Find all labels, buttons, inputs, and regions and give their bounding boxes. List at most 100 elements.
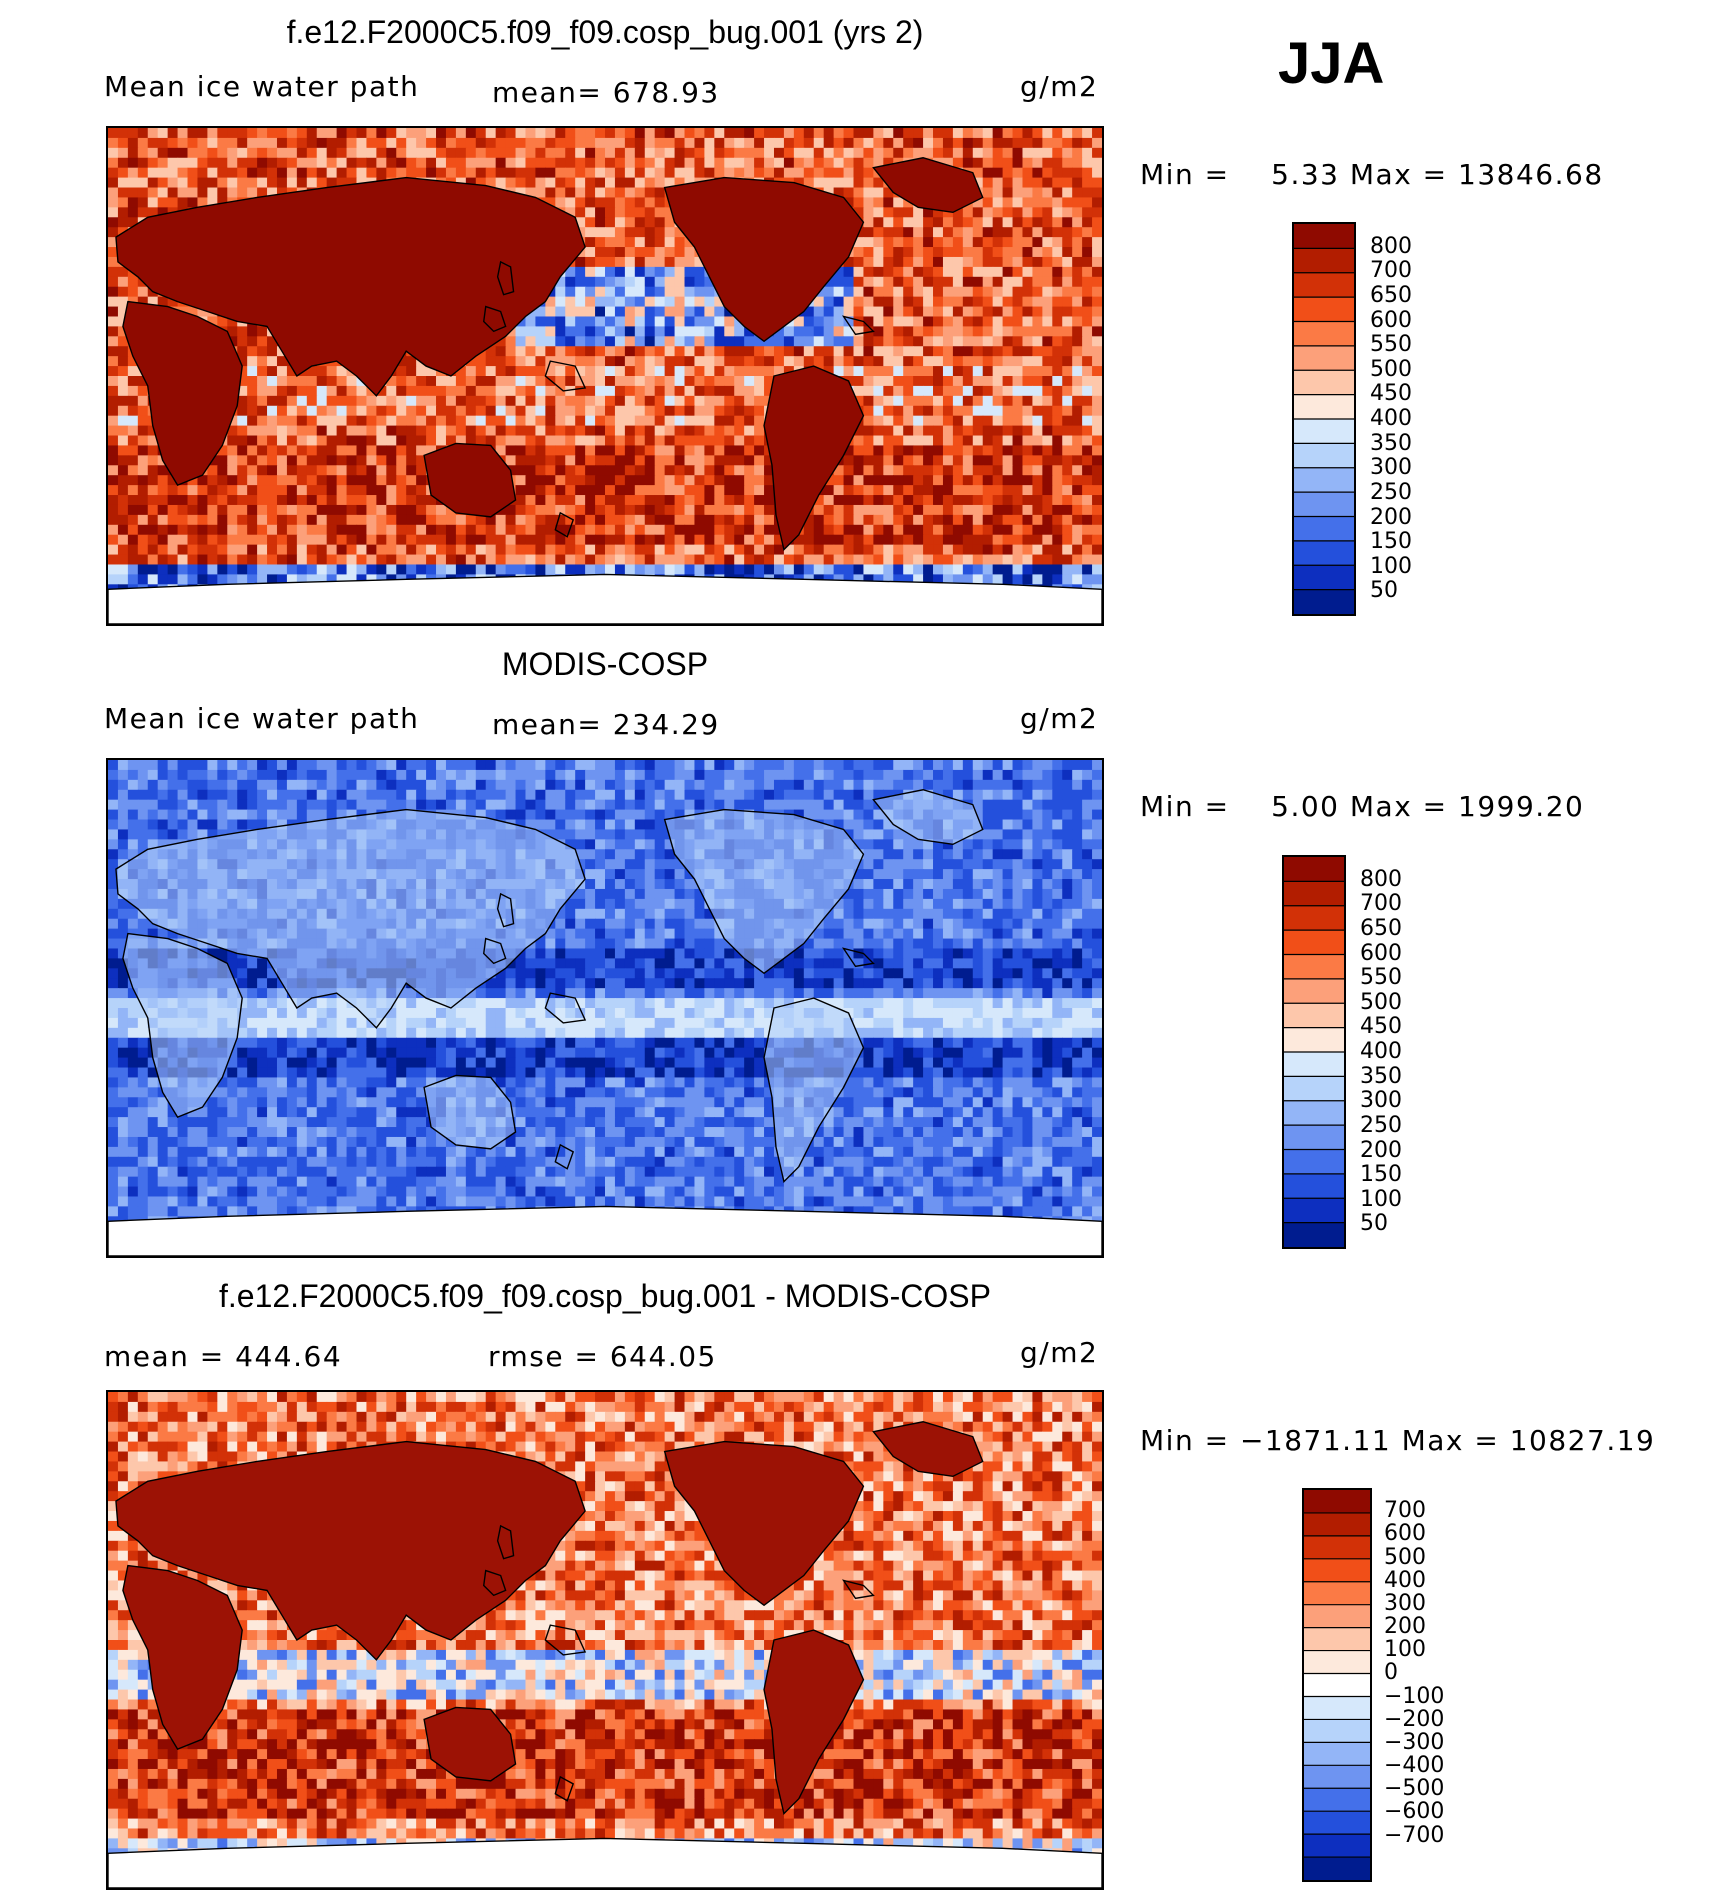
colorbar-tick-label: 50	[1370, 580, 1398, 602]
colorbar-tick-label: 150	[1360, 1164, 1402, 1186]
colorbar-box	[1304, 1811, 1370, 1834]
colorbar-box	[1294, 370, 1354, 395]
panel-title: MODIS-COSP	[110, 646, 1100, 683]
colorbar-box	[1294, 517, 1354, 542]
colorbar-box	[1304, 1490, 1370, 1513]
colorbar-box	[1294, 395, 1354, 420]
season-label: JJA	[1278, 30, 1384, 97]
min-max-label: Min = 5.00 Max = 1999.20	[1140, 790, 1584, 823]
colorbar-tick-label: 650	[1370, 285, 1412, 307]
colorbar-box	[1294, 492, 1354, 517]
colorbar-tick-label: 700	[1360, 893, 1402, 915]
colorbar-tick-label: −700	[1384, 1825, 1444, 1847]
colorbar-tick-label: 300	[1360, 1090, 1402, 1112]
colorbar-tick-label: 100	[1360, 1189, 1402, 1211]
colorbar-box	[1284, 1003, 1344, 1028]
colorbar-tick-label: 250	[1360, 1115, 1402, 1137]
min-max-label: Min = −1871.11 Max = 10827.19	[1140, 1424, 1655, 1457]
colorbar-tick-label: 100	[1384, 1639, 1426, 1661]
colorbar-tick-label: 500	[1370, 359, 1412, 381]
units-label: g/m2	[1020, 1336, 1098, 1369]
colorbar-box	[1284, 881, 1344, 906]
colorbar-box	[1294, 590, 1354, 614]
colorbar-box	[1304, 1582, 1370, 1605]
units-label: g/m2	[1020, 702, 1098, 735]
world-map	[106, 758, 1104, 1258]
colorbar-box	[1304, 1719, 1370, 1742]
colorbar-box	[1294, 322, 1354, 347]
mean-label: mean = 444.64	[104, 1340, 342, 1373]
colorbar-box	[1304, 1788, 1370, 1811]
colorbar-tick-label: 550	[1360, 967, 1402, 989]
colorbar	[1282, 855, 1346, 1249]
colorbar-box	[1284, 1174, 1344, 1199]
colorbar-tick-label: 400	[1384, 1570, 1426, 1592]
colorbar-tick-label: 700	[1370, 260, 1412, 282]
units-label: g/m2	[1020, 70, 1098, 103]
colorbar-tick-label: 800	[1370, 236, 1412, 258]
colorbar-box	[1294, 273, 1354, 298]
colorbar-box	[1284, 979, 1344, 1004]
colorbar-tick-label: 150	[1370, 531, 1412, 553]
colorbar-tick-label: 400	[1360, 1041, 1402, 1063]
colorbar-box	[1294, 419, 1354, 444]
colorbar-box	[1294, 346, 1354, 371]
colorbar-box	[1284, 1125, 1344, 1150]
colorbar-box	[1284, 1150, 1344, 1175]
colorbar-box	[1304, 1674, 1370, 1697]
colorbar-tick-label: −300	[1384, 1732, 1444, 1754]
colorbar-box	[1294, 565, 1354, 590]
colorbar	[1302, 1488, 1372, 1882]
rmse-label: rmse = 644.05	[488, 1340, 717, 1373]
colorbar-tick-label: 200	[1384, 1616, 1426, 1638]
colorbar-box	[1284, 1223, 1344, 1247]
min-max-label: Min = 5.33 Max = 13846.68	[1140, 158, 1604, 191]
colorbar-box	[1284, 1052, 1344, 1077]
colorbar-box	[1294, 224, 1354, 249]
colorbar-box	[1284, 1076, 1344, 1101]
colorbar-box	[1284, 930, 1344, 955]
mean-label: mean= 678.93	[492, 76, 720, 109]
panel-title: f.e12.F2000C5.f09_f09.cosp_bug.001 - MOD…	[110, 1278, 1100, 1315]
colorbar-box	[1294, 541, 1354, 566]
colorbar-box	[1304, 1857, 1370, 1880]
variable-label: Mean ice water path	[104, 702, 419, 735]
colorbar-box	[1304, 1834, 1370, 1857]
colorbar-tick-label: 0	[1384, 1662, 1398, 1684]
colorbar-box	[1294, 297, 1354, 322]
colorbar-tick-label: 600	[1370, 310, 1412, 332]
world-map	[106, 126, 1104, 626]
colorbar-tick-label: 450	[1360, 1016, 1402, 1038]
colorbar-box	[1284, 906, 1344, 931]
colorbar-tick-label: 550	[1370, 334, 1412, 356]
colorbar-tick-label: 350	[1370, 433, 1412, 455]
colorbar-tick-label: 400	[1370, 408, 1412, 430]
map-field	[108, 1392, 1102, 1888]
colorbar-box	[1304, 1536, 1370, 1559]
map-field	[108, 128, 1102, 624]
colorbar-box	[1284, 1101, 1344, 1126]
colorbar-tick-label: −100	[1384, 1686, 1444, 1708]
world-map	[106, 1390, 1104, 1890]
panel-title: f.e12.F2000C5.f09_f09.cosp_bug.001 (yrs …	[110, 14, 1100, 51]
colorbar-box	[1284, 857, 1344, 882]
colorbar-box	[1304, 1696, 1370, 1719]
mean-label: mean= 234.29	[492, 708, 720, 741]
colorbar-box	[1294, 248, 1354, 273]
colorbar-tick-label: 200	[1370, 507, 1412, 529]
colorbar-tick-label: 50	[1360, 1213, 1388, 1235]
colorbar-tick-label: 500	[1384, 1547, 1426, 1569]
colorbar-tick-label: 600	[1360, 943, 1402, 965]
colorbar-tick-label: −200	[1384, 1709, 1444, 1731]
colorbar-tick-label: 350	[1360, 1066, 1402, 1088]
colorbar-box	[1284, 1198, 1344, 1223]
colorbar-tick-label: 300	[1384, 1593, 1426, 1615]
colorbar-tick-label: 250	[1370, 482, 1412, 504]
variable-label: Mean ice water path	[104, 70, 419, 103]
colorbar-tick-label: 500	[1360, 992, 1402, 1014]
colorbar-tick-label: −500	[1384, 1778, 1444, 1800]
colorbar-box	[1304, 1628, 1370, 1651]
colorbar-tick-label: 100	[1370, 556, 1412, 578]
colorbar-box	[1304, 1742, 1370, 1765]
colorbar-tick-label: 450	[1370, 383, 1412, 405]
